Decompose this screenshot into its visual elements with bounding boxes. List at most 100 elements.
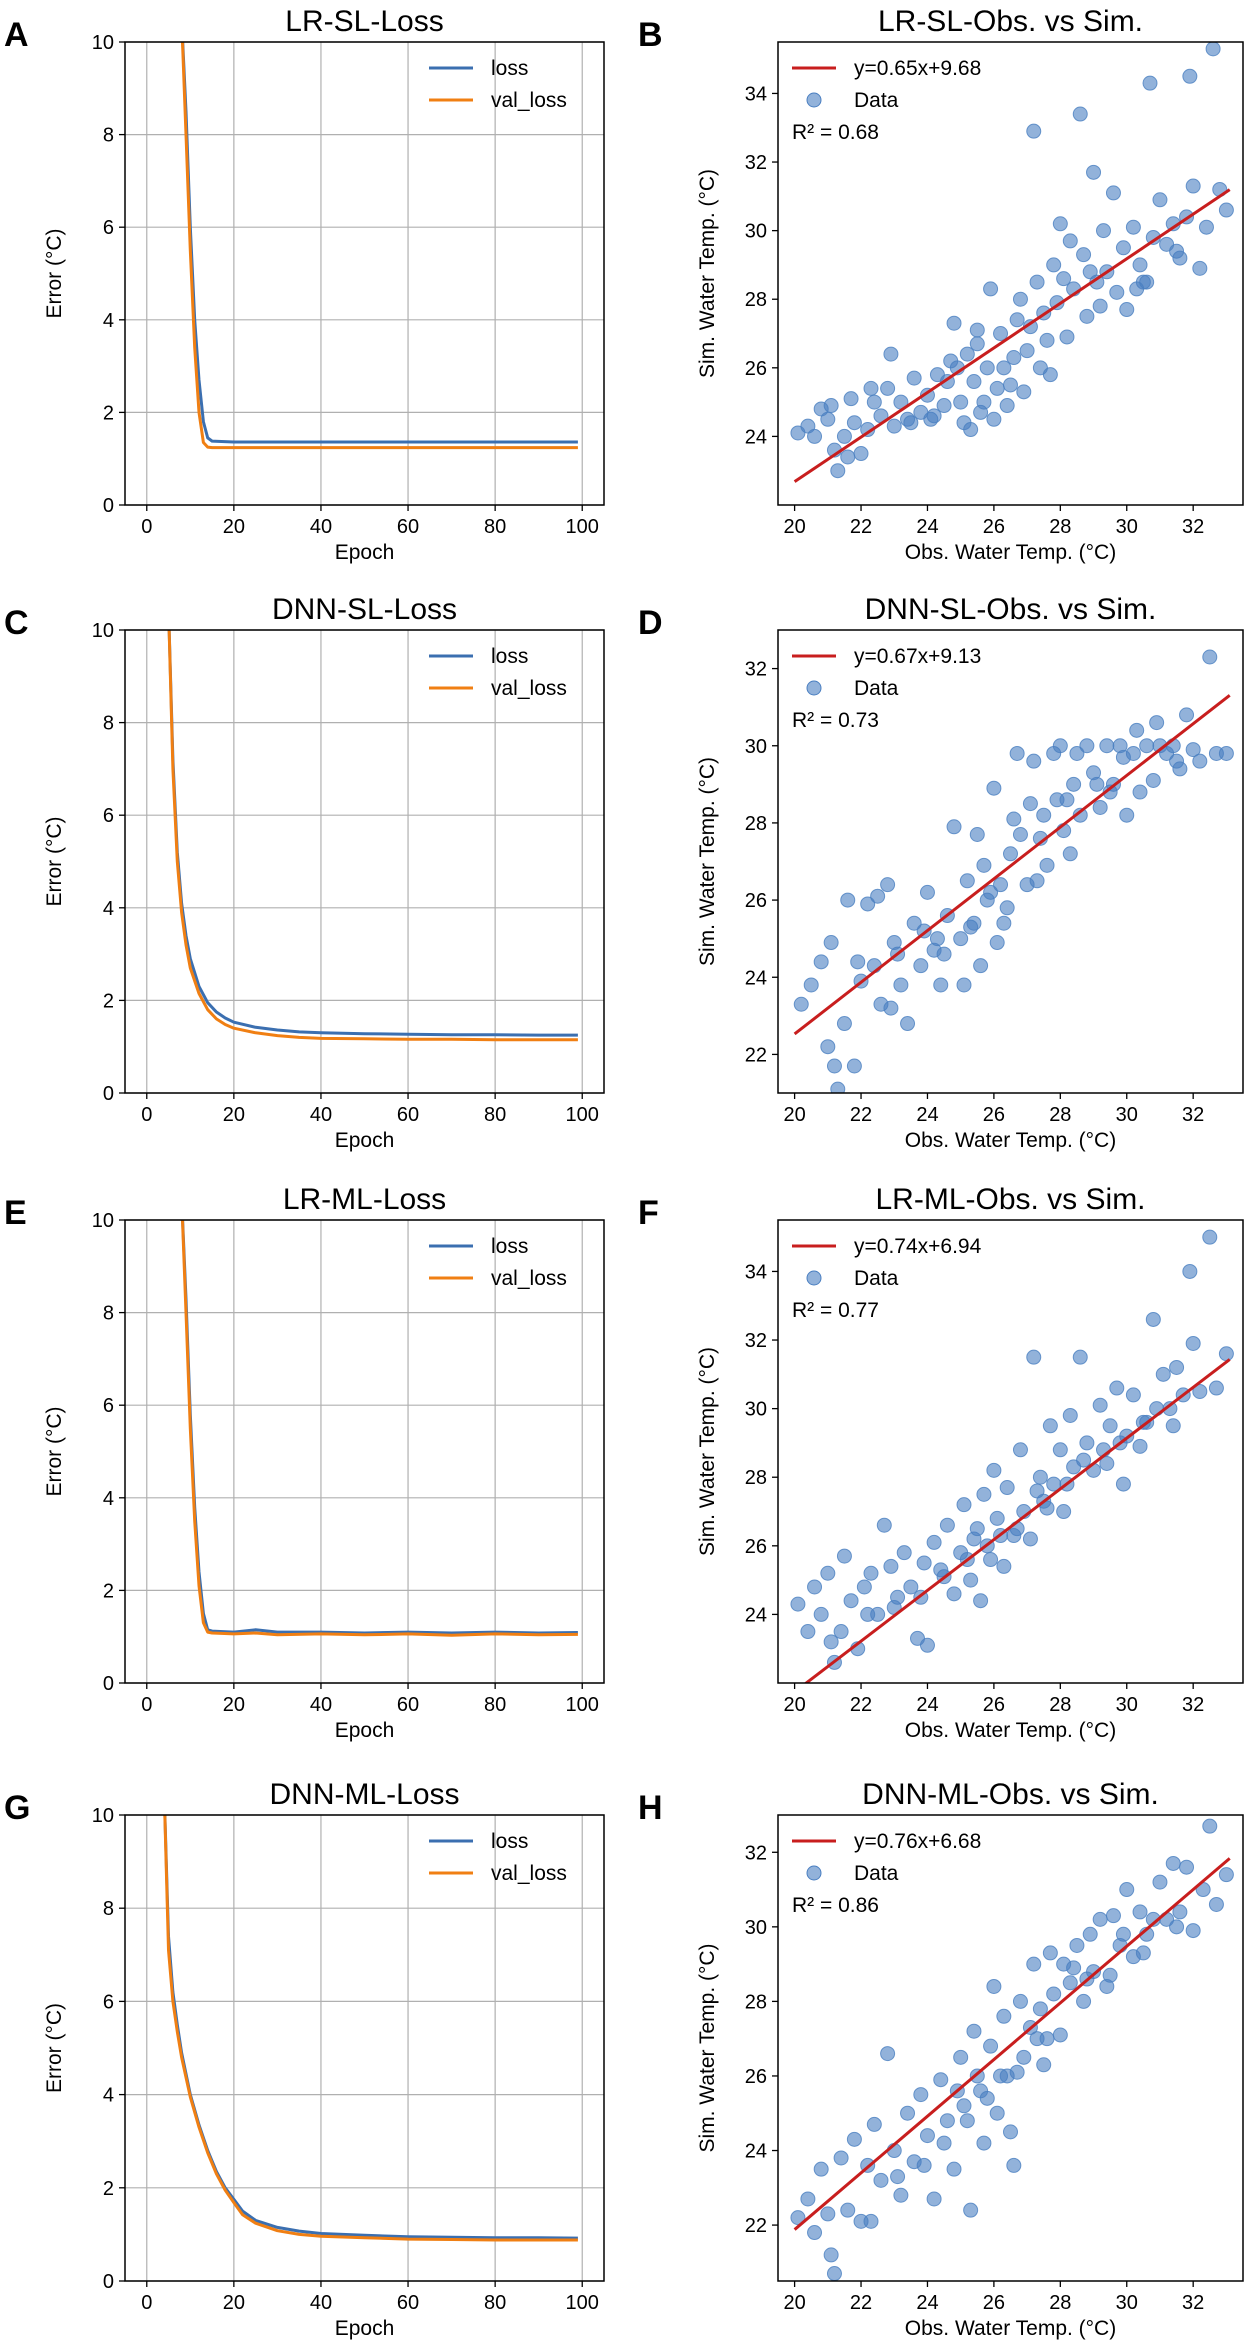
data-point: [1062, 846, 1078, 862]
data-point: [1082, 1926, 1098, 1942]
data-point: [1119, 1882, 1135, 1898]
y-tick-label: 32: [745, 152, 767, 174]
data-point: [939, 1517, 955, 1533]
data-point: [836, 1016, 852, 1032]
y-tick-label: 34: [745, 1261, 767, 1283]
data-point: [953, 2049, 969, 2065]
data-point: [946, 315, 962, 331]
data-point: [999, 900, 1015, 916]
legend-label-data: Data: [854, 677, 899, 700]
axes-frame: [124, 1219, 605, 1684]
r-squared-annotation: R² = 0.68: [792, 121, 879, 144]
x-tick-label: 30: [1116, 516, 1138, 538]
data-point: [1032, 2001, 1048, 2017]
y-tick-label: 22: [745, 2215, 767, 2237]
panel-letter: B: [638, 16, 663, 54]
plot-area: [125, 630, 604, 1093]
data-point: [830, 463, 846, 479]
data-point: [846, 2131, 862, 2147]
data-point: [999, 398, 1015, 414]
legend-swatch-data: [806, 1270, 822, 1286]
data-point: [1109, 284, 1125, 300]
data-point: [833, 1624, 849, 1640]
y-tick-label: 10: [92, 1805, 114, 1827]
x-tick-label: 26: [983, 516, 1005, 538]
y-axis-label: Sim. Water Temp. (°C): [696, 1347, 719, 1556]
data-point: [1062, 1407, 1078, 1423]
data-point: [790, 1596, 806, 1612]
x-tick-label: 60: [397, 1694, 419, 1716]
data-point: [1169, 243, 1185, 259]
x-axis-label: Obs. Water Temp. (°C): [905, 2317, 1116, 2340]
data-point: [1152, 1874, 1168, 1890]
legend-label-fit: y=0.67x+9.13: [854, 645, 981, 668]
x-tick-label: 32: [1182, 516, 1204, 538]
y-axis-label: Error (°C): [43, 816, 66, 906]
data-point: [933, 2072, 949, 2088]
x-tick-label: 28: [1049, 1104, 1071, 1126]
panel-title: LR-SL-Loss: [285, 5, 443, 38]
x-tick-label: 30: [1116, 1694, 1138, 1716]
data-point: [840, 449, 856, 465]
data-point: [969, 826, 985, 842]
series-line-val-loss: [180, 1220, 578, 1637]
data-point: [840, 2202, 856, 2218]
data-point: [986, 411, 1002, 427]
legend-label-data: Data: [854, 89, 899, 112]
data-point: [1006, 2157, 1022, 2173]
data-point: [1152, 192, 1168, 208]
data-point: [916, 1555, 932, 1571]
x-tick-label: 26: [983, 2292, 1005, 2314]
data-point: [1169, 1919, 1185, 1935]
data-point: [986, 1978, 1002, 1994]
legend-label-loss: loss: [491, 1235, 528, 1258]
x-tick-label: 0: [141, 1104, 152, 1126]
x-tick-label: 100: [566, 2292, 599, 2314]
plot-marks: [180, 1220, 578, 1637]
legend-label-fit: y=0.74x+6.94: [854, 1235, 982, 1258]
data-point: [853, 446, 869, 462]
y-tick-label: 4: [103, 1488, 114, 1510]
data-point: [1208, 1896, 1224, 1912]
data-point: [1009, 2064, 1025, 2080]
data-point: [953, 394, 969, 410]
y-tick-label: 2: [103, 2178, 114, 2200]
data-point: [866, 394, 882, 410]
data-point: [1072, 1349, 1088, 1365]
x-tick-label: 24: [916, 1104, 938, 1126]
panel-letter: C: [4, 604, 29, 642]
y-tick-label: 28: [745, 813, 767, 835]
data-point: [893, 2187, 909, 2203]
y-tick-label: 6: [103, 805, 114, 827]
data-point: [1019, 343, 1035, 359]
x-axis-label: Epoch: [335, 541, 395, 564]
data-point: [800, 1624, 816, 1640]
axes-frame: [124, 1814, 605, 2282]
x-axis-label: Epoch: [335, 1129, 395, 1152]
x-axis-label: Epoch: [335, 2317, 395, 2340]
x-tick-label: 28: [1049, 2292, 1071, 2314]
y-tick-label: 10: [92, 1210, 114, 1232]
data-point: [870, 888, 886, 904]
data-point: [1208, 1380, 1224, 1396]
data-point: [1205, 42, 1221, 57]
data-point: [903, 415, 919, 431]
data-point: [1102, 1967, 1118, 1983]
plot-marks: [180, 42, 578, 450]
data-point: [1105, 1908, 1121, 1924]
data-point: [1145, 1311, 1161, 1327]
panel-h: 20 22 24 26 28 30 32 22 24 26 28 30 32 DNN-ML-Obs. vs…: [638, 1778, 1244, 2340]
data-point: [1132, 784, 1148, 800]
data-point: [966, 374, 982, 390]
data-point: [1185, 742, 1201, 758]
data-point: [936, 946, 952, 962]
data-point: [826, 2266, 842, 2281]
data-point: [926, 1534, 942, 1550]
data-point: [1022, 796, 1038, 812]
y-tick-label: 2: [103, 402, 114, 424]
data-point: [1115, 240, 1131, 256]
panel-title: DNN-SL-Loss: [272, 593, 457, 626]
data-point: [1046, 1986, 1062, 2002]
legend-label-data: Data: [854, 1862, 899, 1885]
